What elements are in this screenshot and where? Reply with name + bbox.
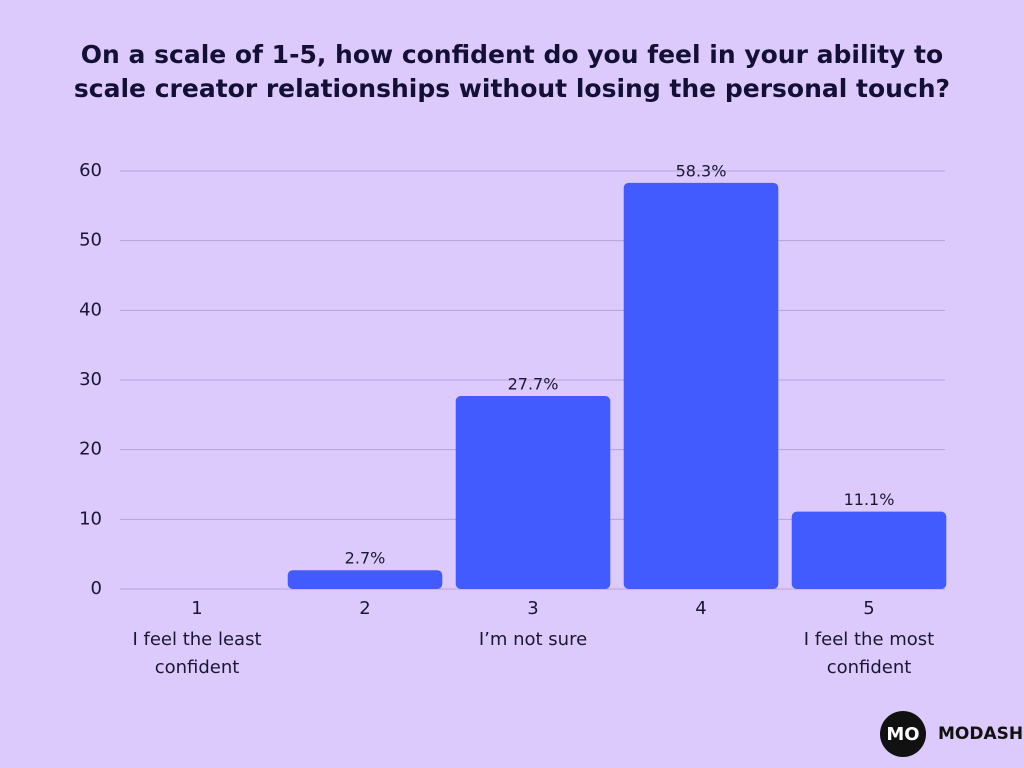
data-label: 11.1% — [844, 490, 895, 509]
bar — [287, 570, 443, 589]
bar — [623, 182, 779, 590]
y-tick-label: 0 — [91, 578, 102, 599]
y-tick-label: 40 — [79, 299, 102, 320]
category-description: I feel the least confident — [132, 629, 262, 678]
y-tick-label: 30 — [79, 369, 102, 390]
x-tick-label: 3 — [527, 598, 538, 619]
bar — [791, 511, 947, 589]
x-tick-label: 1 — [191, 598, 202, 619]
x-tick-label: 2 — [359, 598, 370, 619]
y-tick-label: 20 — [79, 439, 102, 460]
y-tick-label: 50 — [79, 230, 102, 251]
x-tick-label: 4 — [695, 598, 706, 619]
data-label: 27.7% — [508, 375, 559, 394]
data-label: 2.7% — [345, 549, 386, 568]
y-tick-label: 60 — [79, 160, 102, 181]
data-label: 58.3% — [676, 161, 727, 180]
brand-name: MODASH — [938, 724, 1024, 744]
logo-icon — [880, 711, 926, 757]
bar — [455, 396, 611, 589]
y-tick-label: 10 — [79, 508, 102, 529]
category-description: I feel the most confident — [803, 629, 935, 678]
x-tick-label: 5 — [863, 598, 874, 619]
logo-mark: MO — [886, 724, 919, 745]
chart-title: On a scale of 1-5, how confident do you … — [73, 40, 951, 103]
category-description: I’m not sure — [478, 629, 588, 650]
